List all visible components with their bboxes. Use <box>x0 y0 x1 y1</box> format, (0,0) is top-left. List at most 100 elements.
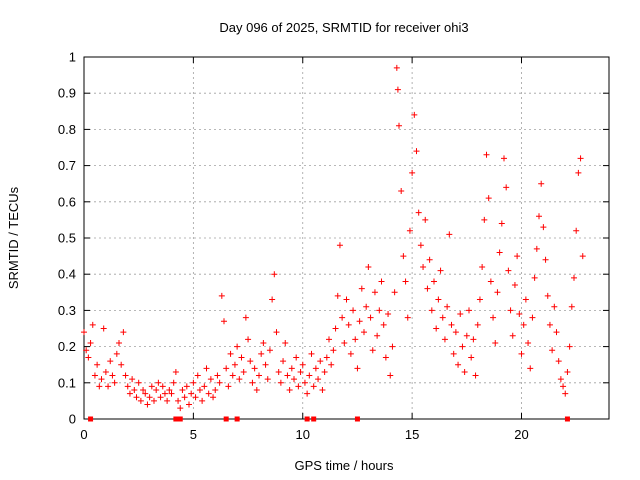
data-point <box>293 354 300 361</box>
data-point <box>463 332 470 339</box>
data-point <box>531 274 538 281</box>
data-point <box>142 390 149 397</box>
zero-marker <box>311 416 317 422</box>
data-point <box>446 231 453 238</box>
data-point <box>560 383 567 390</box>
data-point <box>172 368 179 375</box>
data-point <box>301 379 308 386</box>
data-point <box>522 296 529 303</box>
data-point <box>262 361 269 368</box>
zero-marker <box>177 416 183 422</box>
y-axis-label: SRMTID / TECUs <box>6 186 21 289</box>
data-point <box>177 405 184 412</box>
data-point <box>271 271 278 278</box>
data-point <box>579 253 586 260</box>
data-point <box>144 401 151 408</box>
data-point <box>312 365 319 372</box>
data-point <box>181 394 188 401</box>
data-point <box>87 339 94 346</box>
data-point <box>225 383 232 390</box>
data-point <box>105 383 112 390</box>
data-point <box>431 278 437 285</box>
data-point <box>387 372 394 379</box>
y-tick-label: 0.9 <box>58 86 76 101</box>
data-point <box>323 354 330 361</box>
data-point <box>367 314 374 321</box>
grid-lines <box>84 57 609 419</box>
data-point <box>361 329 367 336</box>
data-point <box>159 383 166 390</box>
data-point <box>203 365 210 372</box>
y-tick-label: 1 <box>69 50 76 65</box>
data-point <box>236 376 243 383</box>
data-point <box>288 365 295 372</box>
data-point <box>258 350 265 357</box>
data-point <box>393 64 400 71</box>
data-point <box>566 343 573 350</box>
data-point <box>166 387 173 394</box>
data-point <box>277 379 284 386</box>
data-point <box>98 376 105 383</box>
data-point <box>503 184 510 191</box>
data-point <box>485 195 492 202</box>
data-point <box>308 350 315 357</box>
data-point <box>146 394 153 401</box>
data-point <box>249 379 256 386</box>
data-point <box>282 339 289 346</box>
data-point <box>511 282 518 289</box>
data-point <box>339 314 346 321</box>
data-point <box>479 263 486 270</box>
data-point <box>404 314 411 321</box>
data-point <box>240 368 247 375</box>
data-point <box>365 263 372 270</box>
data-point <box>148 383 155 390</box>
data-point <box>334 292 341 299</box>
data-point <box>571 274 577 281</box>
data-point <box>91 372 98 379</box>
data-point <box>525 339 532 346</box>
data-point <box>411 111 418 118</box>
data-point <box>544 292 551 299</box>
data-point <box>358 285 365 292</box>
data-point <box>295 383 302 390</box>
data-point <box>354 365 361 372</box>
data-point <box>400 253 407 260</box>
data-point <box>199 397 206 404</box>
data-point <box>306 372 313 379</box>
data-point <box>269 296 276 303</box>
data-point <box>470 336 477 343</box>
data-point <box>472 372 479 379</box>
data-point <box>509 332 516 339</box>
data-point <box>363 303 370 310</box>
data-point <box>273 329 280 336</box>
data-point <box>394 86 401 93</box>
data-point <box>118 361 125 368</box>
data-point <box>378 278 385 285</box>
data-point <box>304 390 311 397</box>
data-point <box>210 394 217 401</box>
data-point <box>216 379 223 386</box>
data-point <box>437 267 444 274</box>
data-point <box>183 383 190 390</box>
y-tick-label: 0.4 <box>58 267 76 282</box>
data-point <box>137 397 144 404</box>
data-point <box>124 383 131 390</box>
data-point <box>483 151 490 158</box>
data-point <box>275 368 282 375</box>
data-point <box>168 390 175 397</box>
data-point <box>81 329 87 336</box>
zero-marker <box>88 416 94 422</box>
data-point <box>518 350 525 357</box>
data-point <box>577 155 584 162</box>
data-point <box>234 343 241 350</box>
data-point <box>402 278 409 285</box>
data-point <box>212 387 219 394</box>
data-point <box>231 361 238 368</box>
data-point <box>536 213 542 220</box>
data-point <box>238 354 245 361</box>
data-point <box>352 336 359 343</box>
data-point <box>396 122 402 129</box>
y-tick-label: 0 <box>69 412 76 427</box>
data-point <box>356 318 363 325</box>
data-point <box>205 390 212 397</box>
